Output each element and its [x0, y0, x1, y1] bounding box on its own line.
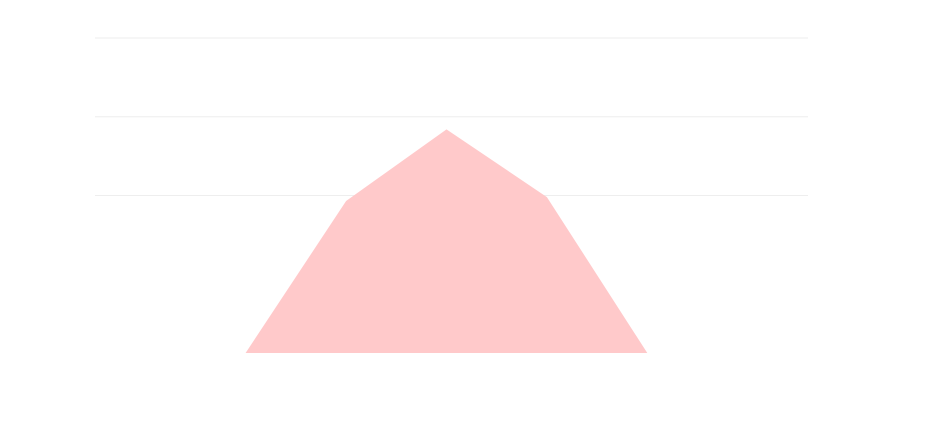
area-series [145, 129, 648, 353]
series-layer [145, 129, 648, 353]
